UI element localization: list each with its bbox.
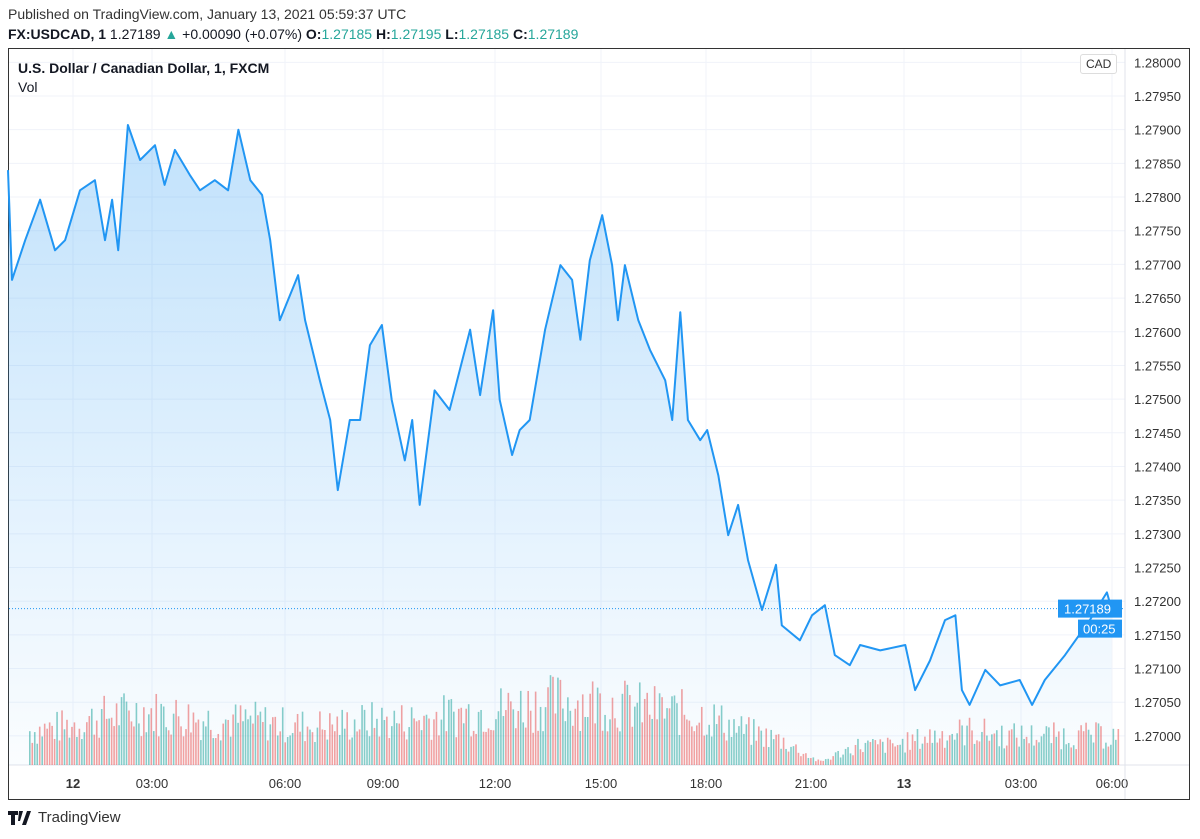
low-value: 1.27185	[458, 26, 510, 42]
time-tick-label: 03:00	[136, 776, 169, 791]
countdown-badge	[1078, 619, 1122, 638]
close-label: C:	[512, 26, 528, 42]
last-price: 1.27189	[109, 26, 161, 42]
time-tick-label: 03:00	[1005, 776, 1038, 791]
price-tick-label: 1.27900	[1134, 123, 1181, 138]
time-tick-label: 06:00	[269, 776, 302, 791]
price-tick-label: 1.27550	[1134, 358, 1181, 373]
volume-bar	[1115, 739, 1117, 765]
price-tick-label: 1.27950	[1134, 89, 1181, 104]
time-tick-label: 13	[897, 776, 911, 791]
low-label: L:	[445, 26, 459, 42]
tradingview-logo[interactable]: TradingView	[8, 809, 121, 826]
price-tick-label: 1.27000	[1134, 729, 1181, 744]
time-tick-label: 12:00	[479, 776, 512, 791]
price-tick-label: 1.28000	[1134, 55, 1181, 70]
currency-button[interactable]: CAD	[1080, 54, 1118, 74]
price-tick-label: 1.27100	[1134, 662, 1181, 677]
time-tick-label: 21:00	[795, 776, 828, 791]
price-tick-label: 1.27400	[1134, 459, 1181, 474]
time-tick-label: 09:00	[367, 776, 400, 791]
open-label: O:	[305, 26, 322, 42]
price-tick-label: 1.27850	[1134, 156, 1181, 171]
last-price-label: 1.27189	[1064, 602, 1111, 617]
price-tick-label: 1.27250	[1134, 561, 1181, 576]
volume-label: Vol	[18, 79, 38, 95]
time-tick-label: 06:00	[1096, 776, 1129, 791]
countdown-label: 00:25	[1083, 622, 1116, 637]
high-label: H:	[375, 26, 391, 42]
price-line	[7, 124, 1113, 706]
last-price-badge	[1058, 599, 1122, 618]
time-tick-label: 12	[66, 776, 80, 791]
close-value: 1.27189	[527, 26, 579, 42]
price-tick-label: 1.27800	[1134, 190, 1181, 205]
price-change: +0.00090 (+0.07%)	[182, 26, 303, 42]
price-area-fill	[8, 125, 1112, 765]
price-tick-label: 1.27650	[1134, 291, 1181, 306]
symbol[interactable]: FX:USDCAD, 1	[8, 26, 107, 42]
volume-bar	[1117, 729, 1120, 765]
price-tick-label: 1.27500	[1134, 392, 1181, 407]
price-tick-label: 1.27350	[1134, 493, 1181, 508]
chart-title: U.S. Dollar / Canadian Dollar, 1, FXCM	[18, 60, 270, 76]
price-tick-label: 1.27200	[1134, 594, 1181, 609]
time-tick-label: 15:00	[585, 776, 618, 791]
high-value: 1.27195	[390, 26, 442, 42]
price-tick-label: 1.27150	[1134, 628, 1181, 643]
tradingview-logo-icon	[8, 810, 31, 825]
time-tick-label: 18:00	[690, 776, 723, 791]
up-triangle-icon: ▲	[164, 26, 179, 42]
logo-text: TradingView	[38, 809, 121, 826]
open-value: 1.27185	[321, 26, 373, 42]
price-tick-label: 1.27600	[1134, 325, 1181, 340]
price-tick-label: 1.27300	[1134, 527, 1181, 542]
symbol-legend: FX:USDCAD, 1 1.27189 ▲ +0.00090 (+0.07%)…	[8, 26, 578, 42]
price-tick-label: 1.27750	[1134, 224, 1181, 239]
price-tick-label: 1.27050	[1134, 695, 1181, 710]
published-note: Published on TradingView.com, January 13…	[8, 6, 407, 22]
volume-bar	[1112, 728, 1115, 765]
price-tick-label: 1.27450	[1134, 426, 1181, 441]
price-tick-label: 1.27700	[1134, 257, 1181, 272]
